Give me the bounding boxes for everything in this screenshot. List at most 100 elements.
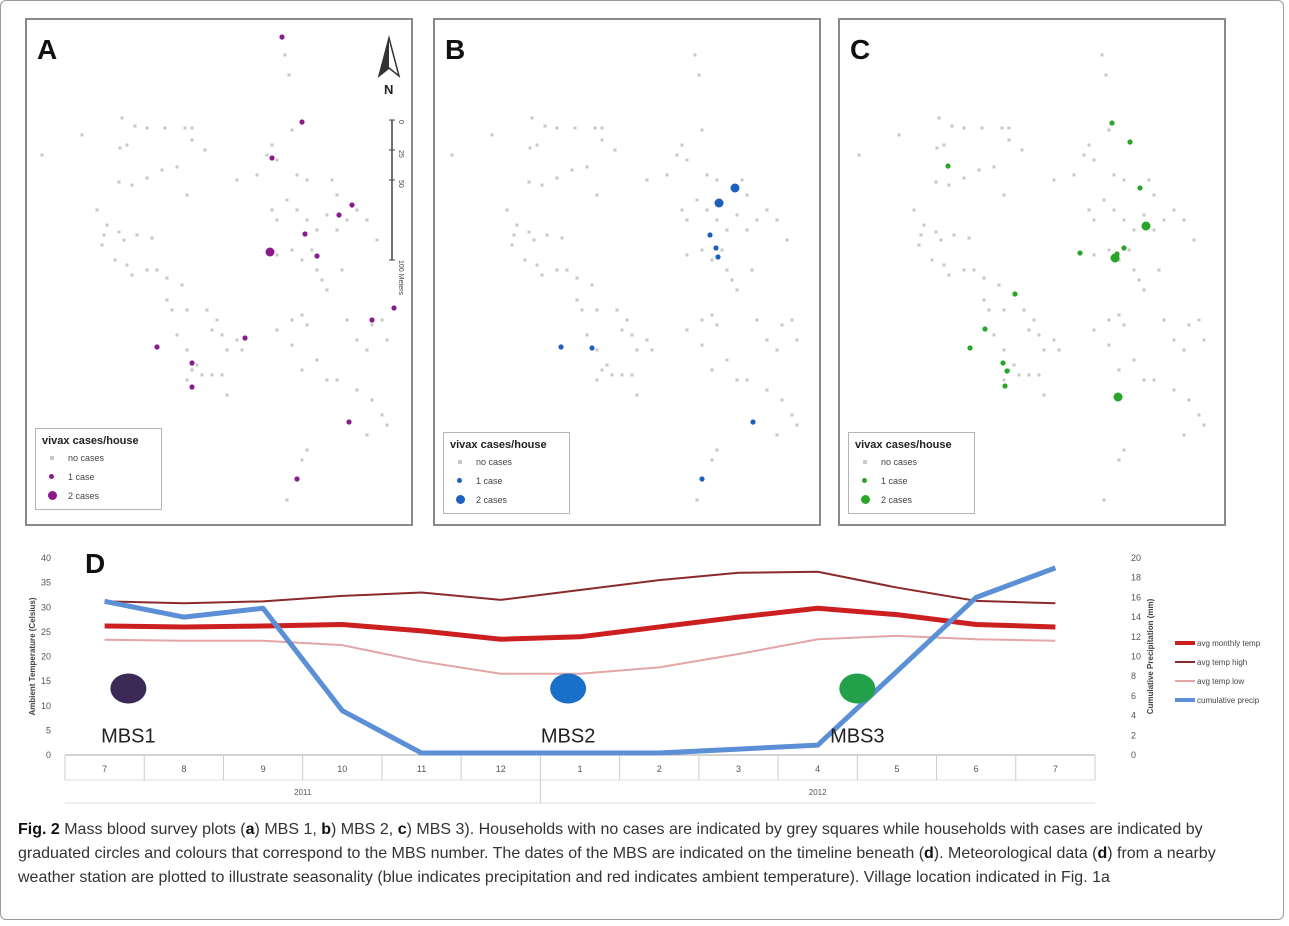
house-marker — [1027, 373, 1031, 377]
house-marker — [710, 368, 714, 372]
house-marker — [240, 348, 244, 352]
house-marker — [755, 218, 759, 222]
one-case-symbol — [49, 474, 54, 479]
house-marker — [290, 318, 294, 322]
house-marker — [105, 223, 109, 227]
house-marker — [1137, 278, 1141, 282]
house-marker — [625, 318, 629, 322]
house-marker — [595, 378, 599, 382]
house-marker — [255, 173, 259, 177]
house-marker — [1000, 126, 1004, 130]
house-marker — [345, 318, 349, 322]
house-marker — [80, 133, 84, 137]
one-case-house — [1002, 383, 1008, 389]
mbs-marker — [839, 673, 876, 704]
caption-fig-label: Fig. 2 — [18, 821, 60, 838]
mbs-marker — [110, 673, 147, 704]
one-case-house — [1109, 120, 1115, 126]
house-marker — [1112, 208, 1116, 212]
house-marker — [145, 176, 149, 180]
y-right-tick-label: 0 — [1131, 750, 1136, 760]
one-case-house — [299, 119, 305, 125]
series-line-avg-temp-low — [104, 634, 1056, 675]
house-marker — [1092, 158, 1096, 162]
house-marker — [1172, 208, 1176, 212]
house-marker — [735, 288, 739, 292]
house-marker — [117, 180, 121, 184]
house-marker — [155, 268, 159, 272]
house-marker — [315, 268, 319, 272]
y-axis-label: Ambient Temperature (Celsius) — [28, 597, 37, 715]
legend-entry: avg temp high — [1197, 658, 1247, 667]
house-marker — [275, 218, 279, 222]
house-marker — [700, 343, 704, 347]
house-marker — [165, 276, 169, 280]
y-right-tick-label: 12 — [1131, 632, 1141, 642]
house-marker — [930, 258, 934, 262]
caption-ref-b: b — [321, 821, 332, 838]
house-marker — [675, 153, 679, 157]
house-marker — [1072, 173, 1076, 177]
house-marker — [490, 133, 494, 137]
house-marker — [919, 233, 923, 237]
one-case-house — [713, 245, 719, 251]
legend-no-cases: no cases — [881, 457, 918, 467]
map-a-plot: N 0 25 50 100 Meters — [40, 34, 404, 502]
house-marker — [595, 308, 599, 312]
house-marker — [340, 268, 344, 272]
house-marker — [1172, 388, 1176, 392]
series-line-avg-temp-high — [104, 570, 1056, 605]
house-marker — [145, 126, 149, 130]
house-marker — [967, 236, 971, 240]
one-case-house — [589, 345, 595, 351]
house-marker — [1052, 338, 1056, 342]
house-marker — [380, 413, 384, 417]
x-tick-label: 9 — [261, 764, 266, 774]
house-marker — [170, 308, 174, 312]
y-right-tick-label: 8 — [1131, 671, 1136, 681]
one-case-house — [391, 305, 397, 311]
house-marker — [980, 126, 984, 130]
legend-one-case: 1 case — [68, 472, 95, 482]
house-marker — [1187, 398, 1191, 402]
house-marker — [283, 53, 287, 57]
house-marker — [220, 333, 224, 337]
house-marker — [118, 146, 122, 150]
house-marker — [380, 318, 384, 322]
caption-text: ) MBS 2, — [331, 821, 398, 838]
house-marker — [785, 238, 789, 242]
house-marker — [130, 273, 134, 277]
house-marker — [600, 138, 604, 142]
house-marker — [365, 218, 369, 222]
y-right-axis-label: Cumulative Precipitation (mm) — [1146, 598, 1155, 714]
house-marker — [183, 126, 187, 130]
house-marker — [710, 258, 714, 262]
house-marker — [287, 73, 291, 77]
house-marker — [125, 143, 129, 147]
legend-a: vivax cases/house no cases 1 case 2 case… — [35, 428, 162, 510]
one-case-house — [1121, 245, 1127, 251]
scale-tick-label: 25 — [397, 150, 404, 158]
house-marker — [555, 176, 559, 180]
house-marker — [710, 458, 714, 462]
house-marker — [635, 393, 639, 397]
map-panel-c: C vivax cases/house no cases 1 case 2 ca… — [838, 18, 1226, 526]
house-marker — [295, 173, 299, 177]
house-marker — [150, 236, 154, 240]
house-marker — [745, 228, 749, 232]
house-marker — [962, 176, 966, 180]
house-marker — [200, 373, 204, 377]
year-label: 2012 — [809, 788, 827, 797]
house-marker — [290, 248, 294, 252]
house-marker — [937, 116, 941, 120]
house-marker — [543, 124, 547, 128]
panel-label-b: B — [445, 34, 466, 65]
house-marker — [330, 178, 334, 182]
house-marker — [1022, 308, 1026, 312]
house-marker — [585, 165, 589, 169]
house-marker — [505, 208, 509, 212]
house-marker — [40, 153, 44, 157]
house-marker — [102, 233, 106, 237]
house-marker — [695, 198, 699, 202]
house-marker — [1142, 378, 1146, 382]
